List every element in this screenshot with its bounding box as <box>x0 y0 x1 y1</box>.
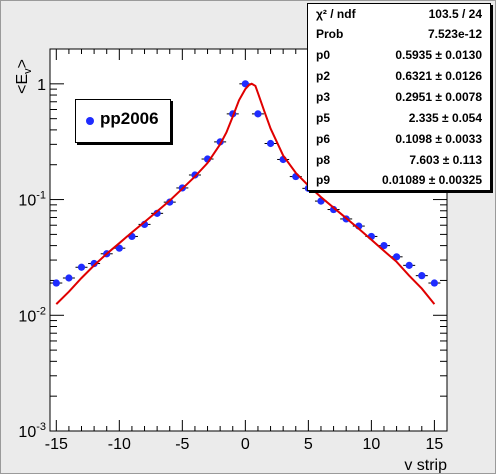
fit-value: 7.603 ± 0.113 <box>409 153 482 167</box>
data-point <box>266 139 275 148</box>
x-tick-label: -10 <box>108 436 131 453</box>
data-point <box>90 259 98 268</box>
fit-value: 0.1098 ± 0.0033 <box>395 132 482 146</box>
fit-row-p8: p8 7.603 ± 0.113 <box>308 150 490 170</box>
data-point <box>65 274 73 282</box>
legend-marker <box>86 117 94 125</box>
data-point <box>166 198 174 206</box>
data-point <box>392 253 401 261</box>
fit-curve <box>55 82 436 305</box>
fit-value: 0.6321 ± 0.0126 <box>395 69 482 83</box>
data-point <box>153 209 161 217</box>
x-tick-label: 0 <box>241 436 250 453</box>
data-point <box>52 279 60 287</box>
fit-key: p8 <box>316 153 331 167</box>
fit-stats-box: χ² / ndf 103.5 / 24 Prob 7.523e-12 p0 0.… <box>307 3 491 191</box>
fit-value: 0.01089 ± 0.00325 <box>381 173 482 187</box>
fit-key: χ² / ndf <box>316 7 356 21</box>
fit-row-p5: p5 2.335 ± 0.054 <box>308 108 490 128</box>
fit-value: 103.5 / 24 <box>428 7 482 21</box>
y-tick-label: 10-3 <box>18 421 46 441</box>
data-point <box>254 110 262 118</box>
fit-row-prob: Prob 7.523e-12 <box>308 24 490 44</box>
fit-key: p6 <box>316 132 331 146</box>
fit-row-p2: p2 0.6321 ± 0.0126 <box>308 66 490 86</box>
data-point <box>77 263 86 271</box>
fit-key: p5 <box>316 111 331 125</box>
x-axis-title: v strip <box>404 457 447 473</box>
y-tick-label: 10-1 <box>18 190 46 210</box>
y-tick-label: 10-2 <box>18 305 46 325</box>
x-tick-label: 15 <box>425 436 443 453</box>
fit-value: 2.335 ± 0.054 <box>408 111 482 125</box>
fit-row-p9: p9 0.01089 ± 0.00325 <box>308 170 490 190</box>
y-tick-label: 1 <box>37 77 46 94</box>
x-tick-label: -5 <box>175 436 189 453</box>
data-point <box>418 272 426 280</box>
fit-row-p3: p3 0.2951 ± 0.0078 <box>308 87 490 107</box>
x-tick-label: -15 <box>45 436 68 453</box>
data-point <box>115 244 123 252</box>
fit-row-chi2: χ² / ndf 103.5 / 24 <box>308 4 490 24</box>
legend-label: pp2006 <box>100 109 159 128</box>
fit-key: p3 <box>316 90 331 104</box>
legend: pp2006 <box>75 99 171 143</box>
y-axis-title: <Ev> <box>14 59 34 94</box>
data-point <box>380 242 388 250</box>
data-point <box>405 261 413 269</box>
fit-value: 0.5935 ± 0.0130 <box>395 48 482 62</box>
fit-row-p0: p0 0.5935 ± 0.0130 <box>308 45 490 65</box>
data-point <box>329 205 338 214</box>
fit-key: Prob <box>316 27 344 41</box>
x-tick-label: 5 <box>304 436 313 453</box>
fit-row-p6: p6 0.1098 ± 0.0033 <box>308 129 490 149</box>
fit-value: 0.2951 ± 0.0078 <box>395 90 482 104</box>
fit-key: p9 <box>316 173 331 187</box>
x-tick-label: 10 <box>362 436 380 453</box>
fit-key: p2 <box>316 69 331 83</box>
data-point <box>430 279 438 287</box>
fit-key: p0 <box>316 48 331 62</box>
fit-value: 7.523e-12 <box>427 27 482 41</box>
